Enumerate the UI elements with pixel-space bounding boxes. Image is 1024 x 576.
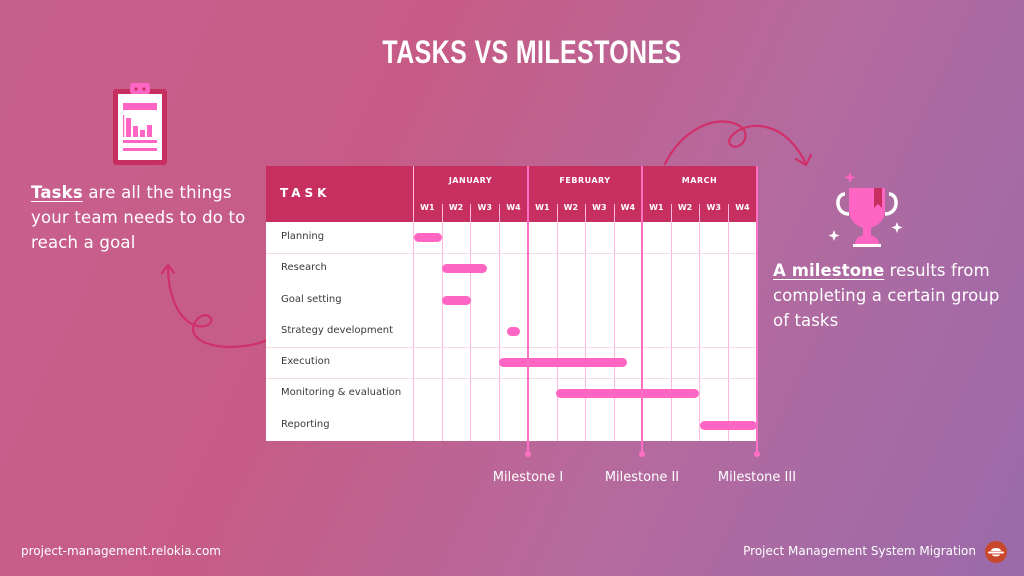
month-january: JANUARY (448, 176, 493, 185)
week-label: W4 (735, 203, 750, 212)
row-divider (266, 378, 757, 379)
grid-line (670, 204, 672, 441)
task-label-monitoring: Monitoring & evaluation (281, 387, 402, 398)
grid-line (613, 204, 615, 441)
grid-line (728, 204, 730, 441)
week-label: W1 (649, 203, 664, 212)
task-label-goal-setting: Goal setting (281, 294, 342, 305)
grid-line (556, 204, 558, 441)
week-label: W2 (563, 203, 579, 212)
task-bar-planning (414, 233, 442, 242)
milestone-description: results from completing a certain group … (773, 261, 1000, 330)
week-label: W1 (420, 203, 435, 212)
milestone-label-2: Milestone II (604, 470, 680, 485)
task-label-execution: Execution (281, 356, 331, 367)
milestone-dot-3 (754, 451, 760, 457)
relokia-logo-icon (985, 541, 1007, 563)
grid-line (413, 166, 414, 441)
presentation-title: Project Management System Migration (743, 544, 976, 558)
gantt-chart: TASK JANUARY FEBRUARY MARCH W1 W2 W3 W4 … (266, 166, 757, 441)
row-divider (266, 347, 757, 348)
week-label: W2 (677, 203, 693, 212)
milestone-keyword: A milestone (773, 261, 885, 280)
clipboard-chart-icon (113, 83, 167, 165)
task-bar-goal-setting (442, 296, 471, 305)
curved-arrow-icon (160, 263, 269, 348)
task-bar-monitoring (556, 389, 699, 398)
milestone-line-1 (527, 166, 529, 453)
tasks-description: are all the things your team needs to do… (31, 183, 246, 252)
milestone-line-2 (641, 166, 643, 453)
week-label: W3 (477, 203, 492, 212)
milestone-dot-1 (525, 451, 531, 457)
task-bar-execution (499, 358, 627, 367)
week-label: W4 (620, 203, 636, 212)
milestone-definition: A milestone results from completing a ce… (773, 258, 1013, 333)
curved-arrow-icon (663, 120, 813, 167)
month-february: FEBRUARY (559, 176, 611, 185)
task-label-research: Research (281, 262, 327, 273)
website-link[interactable]: project-management.relokia.com (21, 544, 221, 558)
grid-line (585, 204, 586, 441)
grid-line (470, 204, 472, 441)
task-column-header: TASK (280, 186, 331, 200)
gantt-header: TASK JANUARY FEBRUARY MARCH W1 W2 W3 W4 … (266, 166, 757, 222)
task-label-reporting: Reporting (281, 419, 330, 430)
milestone-dot-2 (639, 451, 645, 457)
week-label: W3 (706, 203, 721, 212)
week-label: W2 (448, 203, 464, 212)
trophy-icon (828, 172, 903, 247)
grid-line (441, 204, 443, 441)
month-march: MARCH (681, 176, 718, 185)
grid-line (499, 204, 501, 441)
task-bar-strategy-development (507, 327, 520, 336)
milestone-line-3 (756, 166, 758, 453)
task-bar-reporting (700, 421, 757, 430)
week-label: W3 (592, 203, 607, 212)
week-label: W4 (506, 203, 521, 212)
task-label-planning: Planning (281, 231, 325, 242)
milestone-label-3: Milestone III (717, 470, 797, 485)
row-divider (266, 253, 757, 254)
week-label: W1 (535, 203, 550, 212)
task-label-strategy-development: Strategy development (281, 325, 393, 336)
task-bar-research (442, 264, 487, 273)
tasks-keyword: Tasks (31, 183, 83, 202)
grid-line (699, 204, 701, 441)
milestone-label-1: Milestone I (492, 470, 564, 485)
tasks-definition: Tasks are all the things your team needs… (31, 180, 261, 255)
page-title: TASKS VS MILESTONES (382, 34, 682, 70)
